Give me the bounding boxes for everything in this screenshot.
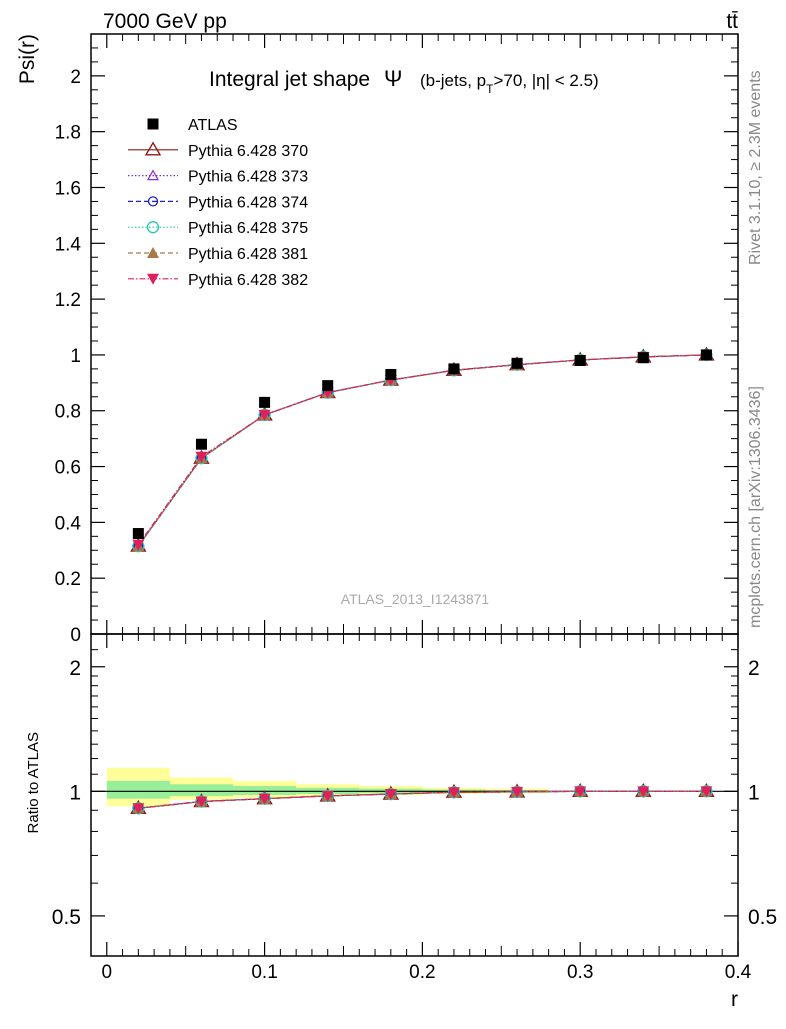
main-ytick-label-5: 1 [70,346,81,367]
ratio-series-5-point-8 [637,786,650,798]
main-ytick-label-0: 0 [70,625,81,646]
ratio-series-5-point-3 [321,790,334,802]
atlas-data-point-5 [448,363,460,375]
x-axis-label: r [731,988,738,1011]
x-tick-label-4: 0.4 [725,962,752,983]
watermark: ATLAS_2013_I1243871 [341,591,490,607]
x-tick-label-3: 0.3 [567,962,593,983]
atlas-data-point-8 [637,352,649,364]
legend-label-2: Pythia 6.428 374 [188,194,308,211]
ratio-series-5-point-5 [447,787,460,799]
main-ytick-label-2: 0.4 [55,513,82,534]
ratio-series-5-point-4 [384,789,397,801]
legend-marker-1 [146,169,160,181]
ratio-series-5-point-0 [132,803,145,815]
main-title-condition-a: (b-jets, p [420,71,486,90]
main-ytick-label-6: 1.2 [55,290,81,311]
main-ytick-label-4: 0.8 [55,402,81,423]
ratio-ytick-label-0: 0.5 [52,906,81,929]
legend-marker-5 [147,273,159,285]
ratio-ytick-label-right-0: 0.5 [748,906,777,929]
atlas-data-point-6 [511,357,523,369]
ratio-series-5-point-7 [574,786,587,798]
atlas-data-point-9 [700,349,712,361]
main-ytick-label-7: 1.4 [55,234,82,255]
main-title: Integral jet shape [209,68,370,91]
series-line-5 [137,354,707,546]
main-title-condition: (b-jets, pT>70, |η| < 2.5) [420,71,599,96]
main-ytick-label-8: 1.6 [55,178,81,199]
x-tick-label-0: 0 [101,962,112,983]
ratio-ytick-label-2: 2 [69,657,81,680]
ratio-ytick-label-1: 1 [69,781,81,804]
legend-marker-atlas [147,118,159,130]
ratio-panel: 0.5 0.5 1 1 2 2 Ratio to ATLAS [25,633,777,957]
x-tick-label-2: 0.2 [409,962,435,983]
main-title-condition-b: >70, |η| < 2.5) [493,71,598,90]
main-title-symbol: Ψ [384,66,402,91]
ratio-ytick-label-right-2: 2 [748,657,760,680]
ratio-ytick-label-right-1: 1 [748,781,760,804]
main-ytick-label-1: 0.2 [55,569,81,590]
legend-label-3: Pythia 6.428 375 [188,220,308,237]
legend-label-atlas: ATLAS [188,117,238,134]
legend-label-5: Pythia 6.428 382 [188,272,308,289]
legend-label-1: Pythia 6.428 373 [188,169,308,186]
legend-marker-4 [147,247,159,258]
legend-marker-0 [144,141,162,156]
series-5-point-1 [195,451,208,463]
ratio-series-5-point-9 [700,786,713,798]
series-5-point-2 [258,409,271,421]
process-label: tt̄ [726,10,738,33]
main-panel: 0 0.2 0.4 0.6 0.8 1 1.2 1.4 1.6 1.8 2 Integral jet… [16,33,739,646]
main-ytick-label-9: 1.8 [55,123,81,144]
atlas-data-point-3 [322,380,334,392]
ratio-series-5-point-2 [258,793,271,805]
ratio-series-line-5 [138,790,707,809]
series-5-point-0 [132,539,145,551]
atlas-data-point-7 [574,355,586,367]
legend-label-0: Pythia 6.428 370 [188,143,308,160]
mcplots-label: mcplots.cern.ch [arXiv:1306.3436] [747,386,764,628]
x-tick-label-1: 0.1 [251,962,277,983]
legend-marker-3 [146,221,160,234]
main-ytick-label-10: 2 [70,67,81,88]
legend-label-4: Pythia 6.428 381 [188,246,308,263]
ratio-ylabel: Ratio to ATLAS [25,732,42,833]
rivet-version-label: Rivet 3.1.10, ≥ 2.3M events [747,70,764,265]
main-ylabel: Psi(r) [16,34,39,84]
ratio-band-green-0 [106,780,170,799]
atlas-data-point-4 [385,368,397,380]
ratio-frame [90,633,739,957]
ratio-band-green-1 [169,784,234,796]
ratio-series-5-point-1 [195,796,208,808]
legend: ATLAS Pythia 6.428 370 Pythia 6.428 373 Pyt… [128,117,308,289]
main-ytick-label-3: 0.6 [55,458,81,479]
atlas-data-point-1 [195,438,207,450]
legend-marker-2 [147,196,159,207]
energy-label: 7000 GeV pp [103,10,227,33]
atlas-data-point-2 [259,396,271,408]
ratio-series-5-point-6 [511,786,524,798]
atlas-data-point-0 [132,528,144,540]
main-title-condition-sub: T [486,82,494,96]
